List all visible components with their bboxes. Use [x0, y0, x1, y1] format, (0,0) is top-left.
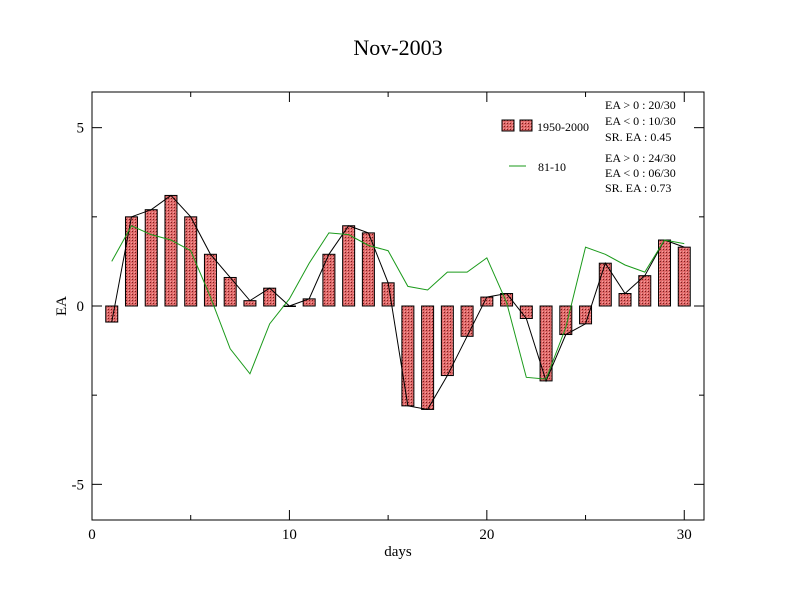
legend-label-81-10: 81-10 [538, 160, 566, 174]
bar [460, 305, 474, 337]
line-series [111, 194, 685, 410]
legend-stat-1950-2000-sr: SR. EA : 0.45 [605, 130, 671, 144]
bar [401, 305, 415, 407]
x-tick-label: 10 [282, 527, 297, 543]
bar [579, 305, 593, 325]
bar [124, 216, 138, 307]
legend-bar-swatch-2 [519, 119, 533, 132]
legend-stat-81-10-positive: EA > 0 : 24/30 [605, 151, 676, 165]
bar [421, 305, 435, 410]
bar [322, 253, 336, 307]
legend-stat-81-10-negative: EA < 0 : 06/30 [605, 166, 676, 180]
x-axis-label: days [384, 544, 412, 560]
y-axis-label: EA [54, 296, 70, 316]
chart-title: Nov-2003 [353, 35, 442, 60]
legend-bar-swatch-1 [501, 119, 515, 132]
y-tick-label: 5 [77, 121, 85, 137]
bar [243, 300, 257, 307]
bar [677, 246, 691, 307]
bar [381, 282, 395, 307]
x-tick-label: 20 [479, 527, 494, 543]
x-tick-label: 30 [677, 527, 692, 543]
x-tick-label: 0 [88, 527, 96, 543]
bar [519, 305, 533, 319]
axis-ticks: 0 10 20 30 -5 0 5 [72, 92, 704, 543]
y-tick-label: -5 [72, 477, 85, 493]
bar [658, 239, 672, 307]
legend-stat-81-10-sr: SR. EA : 0.73 [605, 181, 671, 195]
series-line-1950-2000 [111, 194, 685, 410]
bar [638, 275, 652, 307]
bar [618, 293, 632, 307]
bar [164, 194, 178, 307]
bar [144, 209, 158, 307]
bar-series-1950-2000 [105, 194, 691, 410]
bar [342, 225, 356, 307]
legend-stat-1950-2000-negative: EA < 0 : 10/30 [605, 114, 676, 128]
legend-label-1950-2000: 1950-2000 [537, 120, 589, 134]
series-line-81-10 [111, 225, 685, 380]
y-tick-label: 0 [77, 299, 85, 315]
legend: EA > 0 : 20/30 EA < 0 : 10/30 SR. EA : 0… [501, 98, 676, 195]
bar [440, 305, 454, 377]
bar [539, 305, 553, 382]
legend-stat-1950-2000-positive: EA > 0 : 20/30 [605, 98, 676, 112]
